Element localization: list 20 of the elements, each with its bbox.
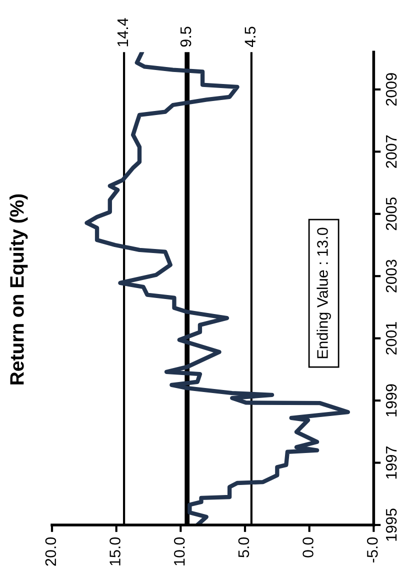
x-tick-label: 0.0 — [302, 537, 314, 558]
y-tick-label: 1999 — [386, 384, 397, 416]
line-series — [84, 52, 350, 525]
x-tick-label: 15.0 — [110, 537, 120, 566]
y-tick-label: 2005 — [386, 198, 397, 230]
ref-line-label: 4.5 — [244, 26, 256, 48]
y-tick-label: 2009 — [386, 73, 397, 106]
x-tick-label: 20.0 — [45, 537, 56, 566]
ref-line-label: 14.4 — [117, 18, 128, 46]
y-tick-label: 2001 — [386, 322, 397, 355]
y-tick-label: 1997 — [386, 446, 397, 479]
y-tick-label: 1995 — [386, 508, 397, 541]
annotation: Ending Value : 13.0 — [316, 228, 331, 358]
y-tick-label: 2003 — [386, 260, 397, 292]
x-tick-label: 5.0 — [238, 537, 250, 558]
text: Return on Equity (%) — [10, 194, 28, 384]
x-tick-label: -5.0 — [366, 537, 378, 562]
y-tick-label: 2007 — [386, 135, 397, 168]
x-tick-label: 10.0 — [174, 537, 185, 566]
ref-line-label: 9.5 — [180, 26, 192, 47]
